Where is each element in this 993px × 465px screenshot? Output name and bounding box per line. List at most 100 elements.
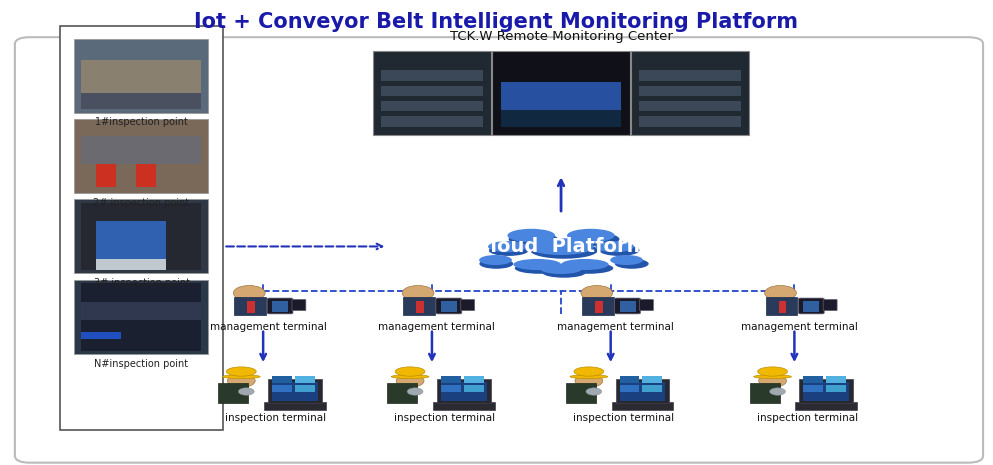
FancyBboxPatch shape <box>766 297 797 315</box>
FancyBboxPatch shape <box>267 298 293 314</box>
Ellipse shape <box>570 232 620 246</box>
FancyBboxPatch shape <box>268 379 322 403</box>
FancyBboxPatch shape <box>566 383 596 403</box>
Ellipse shape <box>222 375 260 379</box>
FancyBboxPatch shape <box>81 60 201 93</box>
FancyBboxPatch shape <box>826 376 846 383</box>
FancyBboxPatch shape <box>639 101 741 112</box>
FancyBboxPatch shape <box>292 299 306 311</box>
FancyBboxPatch shape <box>60 26 223 430</box>
Ellipse shape <box>540 264 582 274</box>
FancyBboxPatch shape <box>620 301 636 312</box>
FancyBboxPatch shape <box>795 402 857 410</box>
Text: 3# inspection point: 3# inspection point <box>93 278 190 288</box>
FancyBboxPatch shape <box>615 298 640 314</box>
FancyBboxPatch shape <box>81 93 201 109</box>
FancyBboxPatch shape <box>15 37 983 463</box>
Ellipse shape <box>395 367 425 376</box>
Text: management terminal: management terminal <box>557 322 674 332</box>
FancyBboxPatch shape <box>642 385 662 392</box>
Ellipse shape <box>480 259 513 269</box>
Ellipse shape <box>754 375 791 379</box>
Ellipse shape <box>758 367 787 376</box>
Circle shape <box>233 286 265 300</box>
FancyBboxPatch shape <box>500 111 622 126</box>
Ellipse shape <box>574 367 604 376</box>
Circle shape <box>227 374 255 387</box>
FancyBboxPatch shape <box>81 203 201 270</box>
Ellipse shape <box>479 255 512 265</box>
FancyBboxPatch shape <box>234 297 266 315</box>
FancyBboxPatch shape <box>639 71 741 81</box>
FancyBboxPatch shape <box>373 52 491 135</box>
FancyBboxPatch shape <box>381 101 484 112</box>
FancyBboxPatch shape <box>81 302 201 320</box>
FancyBboxPatch shape <box>595 301 603 313</box>
FancyBboxPatch shape <box>464 385 484 392</box>
Circle shape <box>402 286 434 300</box>
Circle shape <box>396 374 424 387</box>
FancyBboxPatch shape <box>387 383 417 403</box>
Ellipse shape <box>615 259 648 269</box>
FancyBboxPatch shape <box>272 382 318 401</box>
Ellipse shape <box>507 229 555 242</box>
Ellipse shape <box>488 241 526 252</box>
FancyBboxPatch shape <box>436 298 462 314</box>
Text: N#inspection point: N#inspection point <box>94 359 189 369</box>
FancyBboxPatch shape <box>612 402 673 410</box>
FancyBboxPatch shape <box>416 301 424 313</box>
FancyBboxPatch shape <box>639 299 653 311</box>
Ellipse shape <box>600 245 639 256</box>
FancyBboxPatch shape <box>403 297 435 315</box>
Circle shape <box>770 388 785 395</box>
Ellipse shape <box>561 259 609 270</box>
FancyBboxPatch shape <box>779 301 786 313</box>
FancyBboxPatch shape <box>74 39 208 113</box>
Ellipse shape <box>508 232 558 246</box>
FancyBboxPatch shape <box>798 298 824 314</box>
Text: inspection terminal: inspection terminal <box>573 413 674 423</box>
Text: 2# inspection point: 2# inspection point <box>93 198 190 208</box>
FancyBboxPatch shape <box>803 301 819 312</box>
Circle shape <box>575 374 603 387</box>
FancyBboxPatch shape <box>826 385 846 392</box>
FancyBboxPatch shape <box>620 376 639 383</box>
Ellipse shape <box>514 263 564 274</box>
Ellipse shape <box>528 238 594 255</box>
FancyBboxPatch shape <box>642 376 662 383</box>
FancyBboxPatch shape <box>74 280 208 354</box>
Text: inspection terminal: inspection terminal <box>394 413 496 423</box>
Text: inspection terminal: inspection terminal <box>757 413 858 423</box>
FancyBboxPatch shape <box>441 382 487 401</box>
Circle shape <box>765 286 796 300</box>
Circle shape <box>586 388 602 395</box>
FancyBboxPatch shape <box>96 259 166 270</box>
FancyBboxPatch shape <box>799 379 853 403</box>
FancyBboxPatch shape <box>750 383 780 403</box>
FancyBboxPatch shape <box>500 82 622 126</box>
FancyBboxPatch shape <box>441 385 461 392</box>
FancyBboxPatch shape <box>381 117 484 126</box>
FancyBboxPatch shape <box>803 385 823 392</box>
FancyBboxPatch shape <box>74 119 208 193</box>
FancyBboxPatch shape <box>620 385 639 392</box>
Ellipse shape <box>530 242 598 259</box>
Ellipse shape <box>513 259 561 270</box>
Ellipse shape <box>542 268 586 278</box>
FancyBboxPatch shape <box>441 376 461 383</box>
FancyBboxPatch shape <box>441 301 457 312</box>
Text: inspection terminal: inspection terminal <box>225 413 327 423</box>
FancyBboxPatch shape <box>96 221 166 259</box>
Ellipse shape <box>564 263 614 274</box>
FancyBboxPatch shape <box>464 376 484 383</box>
FancyBboxPatch shape <box>74 199 208 273</box>
FancyBboxPatch shape <box>381 86 484 96</box>
FancyBboxPatch shape <box>433 402 495 410</box>
Ellipse shape <box>489 245 528 256</box>
Text: management terminal: management terminal <box>210 322 327 332</box>
FancyBboxPatch shape <box>461 299 475 311</box>
FancyBboxPatch shape <box>81 283 201 351</box>
FancyBboxPatch shape <box>582 297 614 315</box>
Ellipse shape <box>391 375 429 379</box>
Circle shape <box>759 374 786 387</box>
